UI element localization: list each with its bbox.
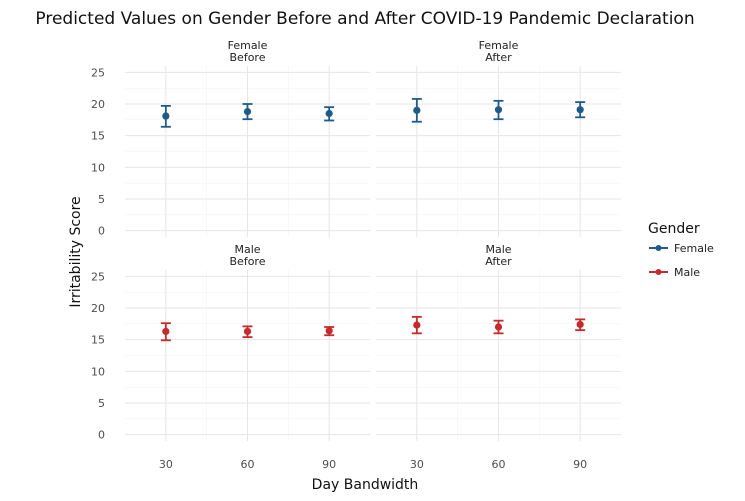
x-tick-label: 90 [322, 458, 336, 471]
y-tick-label: 5 [98, 193, 105, 206]
legend-key-point [655, 269, 662, 275]
y-tick-label: 0 [98, 429, 105, 442]
strip-label: Before [230, 51, 266, 64]
x-tick-label: 30 [410, 458, 424, 471]
y-tick-label: 0 [98, 225, 105, 238]
data-point [162, 112, 170, 120]
y-tick-label: 15 [91, 130, 105, 143]
x-tick-label: 60 [241, 458, 255, 471]
strip-label: Male [234, 243, 260, 256]
legend-label: Male [674, 266, 700, 279]
legend-label: Female [674, 242, 714, 255]
legend: Gender Female Male [648, 221, 714, 279]
strip-label: Female [228, 39, 268, 52]
strip-label: After [485, 51, 512, 64]
legend-title: Gender [648, 221, 700, 237]
data-point [576, 320, 584, 329]
data-point [325, 109, 333, 118]
data-point [413, 321, 421, 329]
y-tick-label: 25 [91, 270, 105, 283]
strip-label: Before [230, 255, 266, 268]
panels-layer: FemaleBefore0510152025FemaleAfterMaleBef… [91, 39, 621, 442]
y-axis-title: Irritability Score [68, 196, 84, 307]
strip-label: After [485, 255, 512, 268]
y-tick-label: 15 [91, 334, 105, 347]
y-tick-label: 10 [91, 365, 105, 378]
legend-key-point [655, 245, 662, 251]
data-point [162, 327, 170, 336]
x-axis-title: Day Bandwidth [312, 477, 419, 493]
data-point [494, 106, 503, 114]
chart-title: Predicted Values on Gender Before and Af… [35, 9, 694, 29]
strip-label: Male [485, 243, 511, 256]
y-tick-label: 20 [91, 98, 105, 111]
data-point [243, 327, 252, 336]
y-tick-label: 10 [91, 161, 105, 174]
y-tick-label: 25 [91, 66, 105, 79]
data-point [243, 108, 252, 116]
x-tick-label: 30 [159, 458, 173, 471]
legend-entry-female: Female [649, 242, 714, 255]
legend-entry-male: Male [649, 266, 700, 279]
strip-label: Female [479, 39, 519, 52]
data-point [413, 106, 421, 114]
data-point [325, 327, 333, 335]
data-point [576, 106, 584, 114]
y-tick-label: 20 [91, 302, 105, 315]
data-point [494, 323, 503, 331]
x-tick-label: 60 [492, 458, 506, 471]
legend-entries: Female Male [649, 242, 714, 279]
x-tick-labels: 30 60 90 30 60 90 [159, 458, 587, 471]
y-tick-label: 5 [98, 397, 105, 410]
x-tick-label: 90 [573, 458, 587, 471]
